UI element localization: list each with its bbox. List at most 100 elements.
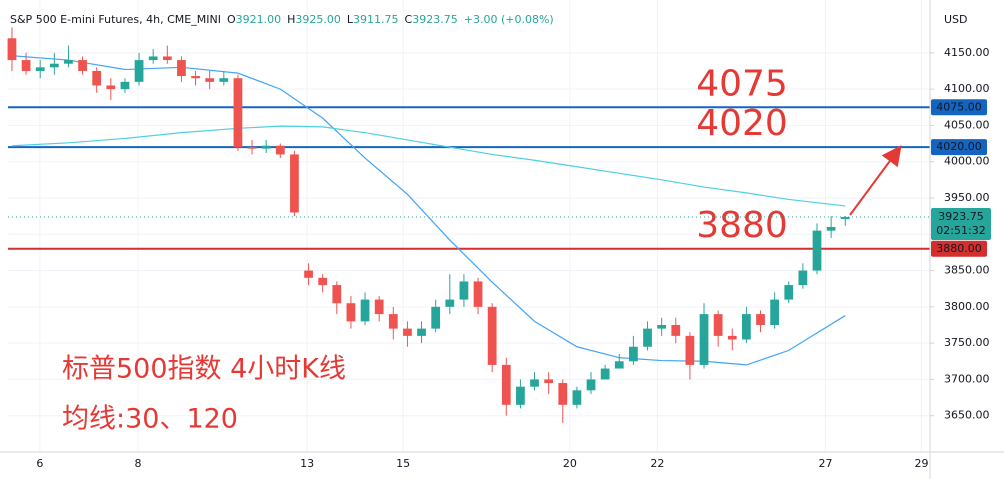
candle-body — [162, 56, 172, 61]
x-tick-label: 27 — [818, 457, 832, 470]
y-tick-label: 3950.00 — [944, 191, 990, 204]
moving-average — [11, 125, 846, 207]
candle-body — [332, 285, 342, 304]
candle-body — [205, 78, 215, 82]
x-tick-label: 29 — [915, 457, 929, 470]
x-tick-label: 13 — [300, 457, 314, 470]
y-tick-label: 3800.00 — [944, 300, 990, 313]
header-item: 3925.00 — [295, 13, 341, 26]
header-item: L — [347, 13, 354, 26]
header-item: +3.00 (+0.08%) — [464, 13, 554, 26]
header-item: C — [405, 13, 413, 26]
level-badge-label: 3880.00 — [936, 242, 982, 255]
candle-body — [360, 299, 370, 322]
header: S&P 500 E-mini Futures, 4h, CME_MINI O392… — [10, 13, 554, 26]
header-item: 3921.00 — [236, 13, 282, 26]
level-annotation: 3880 — [696, 205, 788, 246]
candle-body — [530, 379, 539, 387]
x-tick-label: 15 — [396, 457, 410, 470]
currency: USD — [944, 13, 968, 26]
candle-body — [134, 60, 144, 82]
level-badge — [931, 99, 987, 116]
y-tick-label: 4150.00 — [944, 46, 990, 59]
candle-body — [501, 364, 511, 405]
x-tick-label: 20 — [563, 457, 577, 470]
x-tick-label: 22 — [650, 457, 664, 470]
y-tick-label: 4000.00 — [944, 155, 990, 168]
candle-body — [219, 78, 229, 82]
candle-body — [177, 60, 186, 77]
candle-body — [403, 328, 412, 336]
candle-body — [92, 70, 102, 86]
candle-body — [558, 383, 568, 405]
candle-body — [431, 306, 441, 329]
candle-body — [374, 299, 384, 315]
candle-body — [106, 85, 116, 90]
note: 标普500指数 4小时K线 — [62, 354, 346, 385]
candle-body — [614, 361, 624, 369]
last-price-badge — [931, 208, 991, 241]
level-badge — [931, 139, 987, 156]
candle-body — [473, 281, 483, 307]
candle-body — [699, 314, 709, 365]
arrow — [849, 145, 902, 216]
candle-body — [713, 314, 723, 336]
candle-body — [544, 379, 554, 384]
header-item: H — [287, 13, 295, 26]
candle-body — [727, 335, 737, 340]
level-badge-label: 4020.00 — [936, 140, 982, 153]
level-badge — [931, 240, 987, 257]
candle-body — [784, 285, 794, 300]
candle-body — [487, 306, 497, 365]
y-tick-label: 3850.00 — [944, 264, 990, 277]
y-tick-label: 4050.00 — [944, 118, 990, 131]
candle-body — [417, 328, 426, 336]
candle-body — [643, 328, 652, 347]
level-badge-label: 4075.00 — [936, 100, 982, 113]
candle-body — [120, 81, 130, 90]
x-tick-label: 6 — [36, 457, 43, 470]
candle-body — [275, 145, 285, 155]
candle-body — [49, 63, 59, 68]
grid — [8, 0, 930, 452]
candle-body — [629, 346, 638, 362]
candle-body — [586, 379, 596, 391]
candle-body — [812, 230, 822, 271]
level-annotation: 4020 — [696, 103, 788, 144]
candle-body — [388, 314, 398, 329]
candle-body — [798, 270, 808, 286]
last-price-label: 3923.75 — [938, 210, 984, 223]
candle-body — [304, 270, 313, 278]
countdown: 02:51:32 — [936, 224, 985, 237]
candle-body — [346, 303, 356, 322]
header-item: 3911.75 — [353, 13, 399, 26]
y-tick-label: 4100.00 — [944, 82, 990, 95]
x-tick-label: 8 — [134, 457, 141, 470]
y-tick-label: 3750.00 — [944, 336, 990, 349]
y-tick-label: 3700.00 — [944, 372, 990, 385]
header-item: 3923.75 — [412, 13, 458, 26]
candle-body — [7, 38, 17, 61]
candle-body — [445, 299, 455, 307]
candle-body — [756, 314, 765, 325]
candle-body — [191, 76, 200, 79]
header-item: O — [227, 13, 236, 26]
candle-body — [459, 281, 469, 300]
candle-body — [35, 67, 45, 71]
candle-body — [247, 147, 257, 149]
level-annotation: 4075 — [696, 63, 788, 104]
candle-body — [840, 217, 850, 220]
candle-body — [685, 335, 695, 365]
note: 均线:30、120 — [62, 404, 238, 435]
candle-body — [290, 154, 299, 213]
candle-body — [826, 227, 836, 231]
candle-body — [318, 277, 328, 286]
candle-body — [572, 390, 582, 405]
candle-body — [64, 60, 73, 64]
candle-body — [261, 145, 271, 149]
candle-body — [516, 386, 525, 405]
candle-body — [770, 299, 780, 325]
